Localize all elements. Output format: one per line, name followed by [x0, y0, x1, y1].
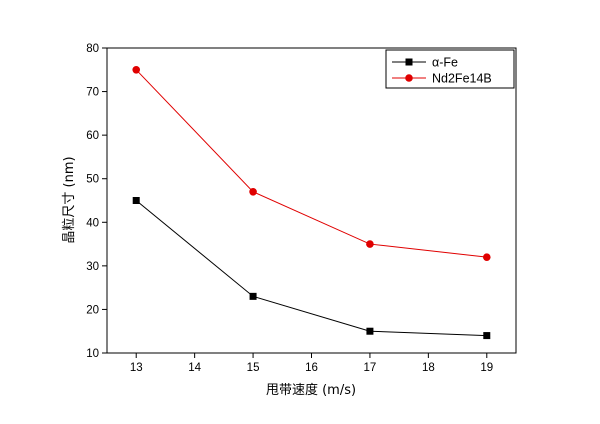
legend: α-Fe Nd2Fe14B [385, 49, 515, 89]
y-axis-title: 晶粒尺寸 (nm) [62, 156, 77, 243]
x-tick-label-19: 19 [480, 362, 493, 374]
y-tick-label-80: 80 [86, 43, 99, 55]
x-tick-label-13: 13 [130, 362, 143, 374]
legend-marker-alpha-fe [405, 58, 413, 66]
y-tick-label-40: 40 [86, 217, 99, 229]
series-1-point-2 [366, 240, 374, 248]
series-1-point-3 [482, 253, 491, 261]
series-0-line [135, 200, 487, 337]
legend-box [385, 49, 515, 89]
x-axis-title: 甩带速度 (m/s) [266, 382, 356, 398]
series-0-point-3 [483, 332, 491, 340]
legend-label-nd2fe14b: Nd2Fe14B [432, 72, 492, 86]
y-tick-label-70: 70 [86, 87, 99, 99]
series-0-point-2 [366, 327, 374, 335]
x-tick-label-17: 17 [364, 362, 377, 374]
plot-frame [106, 47, 517, 354]
y-tick-label-30: 30 [86, 261, 99, 273]
x-tick-label-14: 14 [188, 362, 201, 374]
series-0-point-1 [249, 292, 257, 300]
x-tick-label-15: 15 [247, 362, 260, 374]
series-1-line [135, 69, 487, 258]
series-0-point-0 [132, 197, 140, 204]
series-layer [132, 65, 491, 340]
legend-label-alpha-fe: α-Fe [432, 56, 458, 70]
y-tick-label-10: 10 [86, 348, 99, 360]
x-tick-label-16: 16 [305, 362, 318, 374]
series-1-point-0 [132, 65, 141, 74]
y-tick-label-20: 20 [86, 304, 99, 316]
legend-marker-nd2fe14b [405, 74, 413, 82]
x-tick-label-18: 18 [422, 362, 435, 374]
series-1-point-1 [249, 187, 257, 196]
y-tick-label-50: 50 [86, 174, 99, 186]
y-tick-label-60: 60 [86, 130, 99, 142]
axes-layer: 13 14 15 16 17 18 19 10 20 30 40 50 60 70 80 [86, 43, 493, 374]
